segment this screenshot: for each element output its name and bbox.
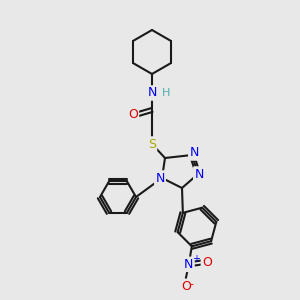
Text: -: - <box>190 279 194 289</box>
Text: N: N <box>184 258 194 271</box>
Text: N: N <box>155 172 165 184</box>
Text: N: N <box>147 86 157 100</box>
Text: H: H <box>162 88 170 98</box>
Text: N: N <box>189 146 199 160</box>
Text: O: O <box>128 109 138 122</box>
Text: +: + <box>192 254 200 264</box>
Text: O: O <box>202 256 212 269</box>
Text: N: N <box>194 167 204 181</box>
Text: S: S <box>148 137 156 151</box>
Text: O: O <box>181 280 191 293</box>
